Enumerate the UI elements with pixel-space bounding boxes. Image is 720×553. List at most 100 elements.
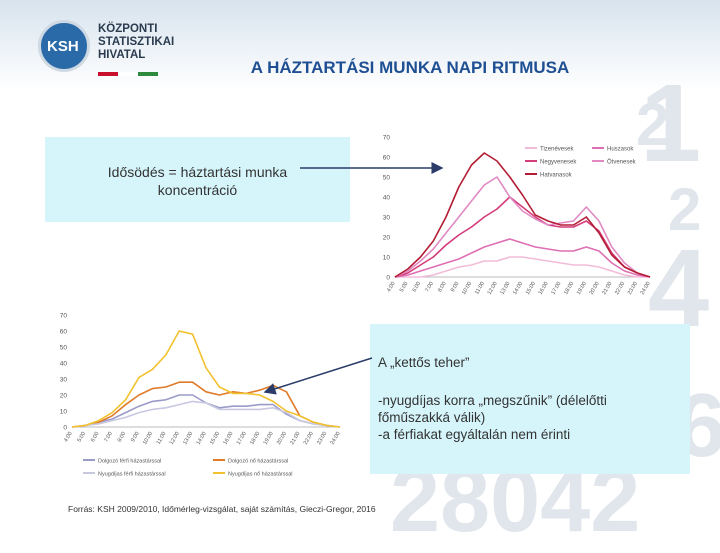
c2-x-tick-label: 12:00 bbox=[169, 431, 181, 446]
callout-double-burden: A „kettős teher” -nyugdíjas korra „megsz… bbox=[370, 324, 690, 474]
c2-x-tick-label: 18:00 bbox=[249, 431, 261, 446]
c2-legend-label: Dolgozó nő házastárssal bbox=[228, 459, 288, 465]
c1-x-tick-label: 23:00 bbox=[627, 281, 639, 296]
c1-series-line bbox=[394, 238, 651, 278]
logo-line: STATISZTIKAI bbox=[98, 36, 175, 48]
c1-x-tick-label: 12:00 bbox=[487, 281, 499, 296]
c2-x-tick-label: 15:00 bbox=[209, 431, 221, 446]
logo-circle: KSH bbox=[38, 20, 90, 72]
c2-y-tick-label: 0 bbox=[63, 425, 67, 432]
c1-y-tick-label: 60 bbox=[383, 155, 391, 162]
c1-legend-label: Huszasok bbox=[607, 147, 634, 153]
c1-series-line bbox=[394, 196, 651, 278]
c1-x-tick-label: 19:00 bbox=[576, 281, 588, 296]
source-note: Forrás: KSH 2009/2010, Időmérleg-vizsgál… bbox=[68, 504, 376, 514]
page-title: A HÁZTARTÁSI MUNKA NAPI RITMUSA bbox=[250, 58, 570, 77]
callout-aging-text: Idősödés = háztartási munka koncentráció bbox=[45, 163, 350, 199]
c1-x-tick-label: 24:00 bbox=[640, 281, 652, 296]
c1-series-line bbox=[394, 176, 651, 278]
c1-y-tick-label: 70 bbox=[383, 135, 391, 142]
c1-x-tick-label: 20:00 bbox=[589, 281, 601, 296]
c1-series-line bbox=[394, 152, 651, 278]
c1-y-tick-label: 50 bbox=[383, 175, 391, 182]
c2-legend-label: Dolgozó férfi házastárssal bbox=[98, 459, 161, 465]
c2-legend-label: Nyugdíjas nő házastárssal bbox=[228, 472, 293, 478]
c1-x-tick-label: 6:00 bbox=[412, 281, 423, 293]
c1-legend-label: Hatvanasok bbox=[540, 173, 573, 179]
c2-x-tick-label: 10:00 bbox=[142, 431, 154, 446]
c1-y-tick-label: 40 bbox=[383, 195, 391, 202]
logo-abbr: KSH bbox=[47, 38, 79, 55]
c2-legend-label: Nyugdíjas férfi házastárssal bbox=[98, 472, 166, 478]
c1-y-tick-label: 10 bbox=[383, 255, 391, 262]
logo-flag bbox=[98, 63, 158, 76]
c2-x-tick-label: 9:00 bbox=[130, 431, 141, 443]
c1-x-tick-label: 8:00 bbox=[437, 281, 448, 293]
c2-x-tick-label: 20:00 bbox=[276, 431, 288, 446]
bg-digit: 2 bbox=[636, 91, 670, 158]
c2-series-line bbox=[71, 381, 341, 428]
logo-line: HIVATAL bbox=[98, 49, 146, 61]
c1-x-tick-label: 4:00 bbox=[386, 281, 397, 293]
c2-y-tick-label: 60 bbox=[60, 329, 68, 336]
c1-y-tick-label: 30 bbox=[383, 215, 391, 222]
logo-name: KÖZPONTI STATISZTIKAI HIVATAL bbox=[98, 23, 174, 62]
c2-x-tick-label: 4:00 bbox=[63, 431, 74, 443]
c2-x-tick-label: 22:00 bbox=[303, 431, 315, 446]
c1-x-tick-label: 16:00 bbox=[538, 281, 550, 296]
c2-x-tick-label: 21:00 bbox=[289, 431, 301, 446]
c1-x-tick-label: 14:00 bbox=[512, 281, 524, 296]
c2-y-tick-label: 20 bbox=[60, 393, 68, 400]
c2-x-tick-label: 8:00 bbox=[117, 431, 128, 443]
c1-x-tick-label: 15:00 bbox=[525, 281, 537, 296]
c2-y-tick-label: 70 bbox=[60, 313, 68, 320]
c1-x-tick-label: 22:00 bbox=[614, 281, 626, 296]
c1-y-tick-label: 0 bbox=[386, 275, 390, 282]
c1-x-tick-label: 21:00 bbox=[601, 281, 613, 296]
c1-legend-label: Ötvenesek bbox=[607, 159, 637, 166]
c2-x-tick-label: 24:00 bbox=[330, 431, 342, 446]
c2-x-tick-label: 13:00 bbox=[182, 431, 194, 446]
c1-series-line bbox=[395, 256, 650, 278]
c1-legend-label: Negyvenesek bbox=[540, 160, 577, 166]
logo-line: KÖZPONTI bbox=[98, 23, 158, 35]
c2-x-tick-label: 5:00 bbox=[77, 431, 88, 443]
c1-legend-label: Tizenévesek bbox=[540, 147, 574, 153]
c1-y-tick-label: 20 bbox=[383, 235, 391, 242]
c1-x-tick-label: 13:00 bbox=[499, 281, 511, 296]
c2-x-tick-label: 19:00 bbox=[263, 431, 275, 446]
c2-series-line bbox=[71, 394, 341, 428]
callout-heading: A „kettős teher” bbox=[378, 355, 470, 370]
c2-series-line bbox=[71, 400, 341, 428]
c1-x-tick-label: 7:00 bbox=[424, 281, 435, 293]
c2-series-line bbox=[71, 330, 341, 428]
c1-x-tick-label: 18:00 bbox=[563, 281, 575, 296]
c2-x-tick-label: 7:00 bbox=[103, 431, 114, 443]
callout-line: Idősödés = háztartási munka bbox=[107, 164, 288, 180]
c2-x-tick-label: 14:00 bbox=[196, 431, 208, 446]
callout-line: -a férfiakat egyáltalán nem érinti bbox=[378, 427, 571, 442]
bg-digit: 2 bbox=[668, 176, 702, 243]
ksh-logo: KSH KÖZPONTI STATISZTIKAI HIVATAL bbox=[38, 20, 178, 76]
callout-line: főműszakká válik) bbox=[378, 410, 486, 425]
c1-x-tick-label: 10:00 bbox=[461, 281, 473, 296]
c2-x-tick-label: 11:00 bbox=[156, 431, 168, 446]
c1-x-tick-label: 11:00 bbox=[474, 281, 486, 296]
callout-aging: Idősödés = háztartási munka koncentráció bbox=[45, 137, 350, 222]
c2-x-tick-label: 6:00 bbox=[90, 431, 101, 443]
c2-x-tick-label: 16:00 bbox=[222, 431, 234, 446]
c1-x-tick-label: 17:00 bbox=[550, 281, 562, 296]
c2-x-tick-label: 17:00 bbox=[236, 431, 248, 446]
c1-x-tick-label: 5:00 bbox=[399, 281, 410, 293]
callout-line: koncentráció bbox=[157, 182, 238, 198]
c2-y-tick-label: 10 bbox=[60, 409, 68, 416]
c2-x-tick-label: 23:00 bbox=[316, 431, 328, 446]
bg-digit: 1 bbox=[640, 62, 702, 185]
c2-y-tick-label: 50 bbox=[60, 345, 68, 352]
callout-line: -nyugdíjas korra „megszűnik” (délelőtti bbox=[378, 393, 607, 408]
c2-y-tick-label: 40 bbox=[60, 361, 68, 368]
c2-y-tick-label: 30 bbox=[60, 377, 68, 384]
c1-x-tick-label: 9:00 bbox=[450, 281, 461, 293]
